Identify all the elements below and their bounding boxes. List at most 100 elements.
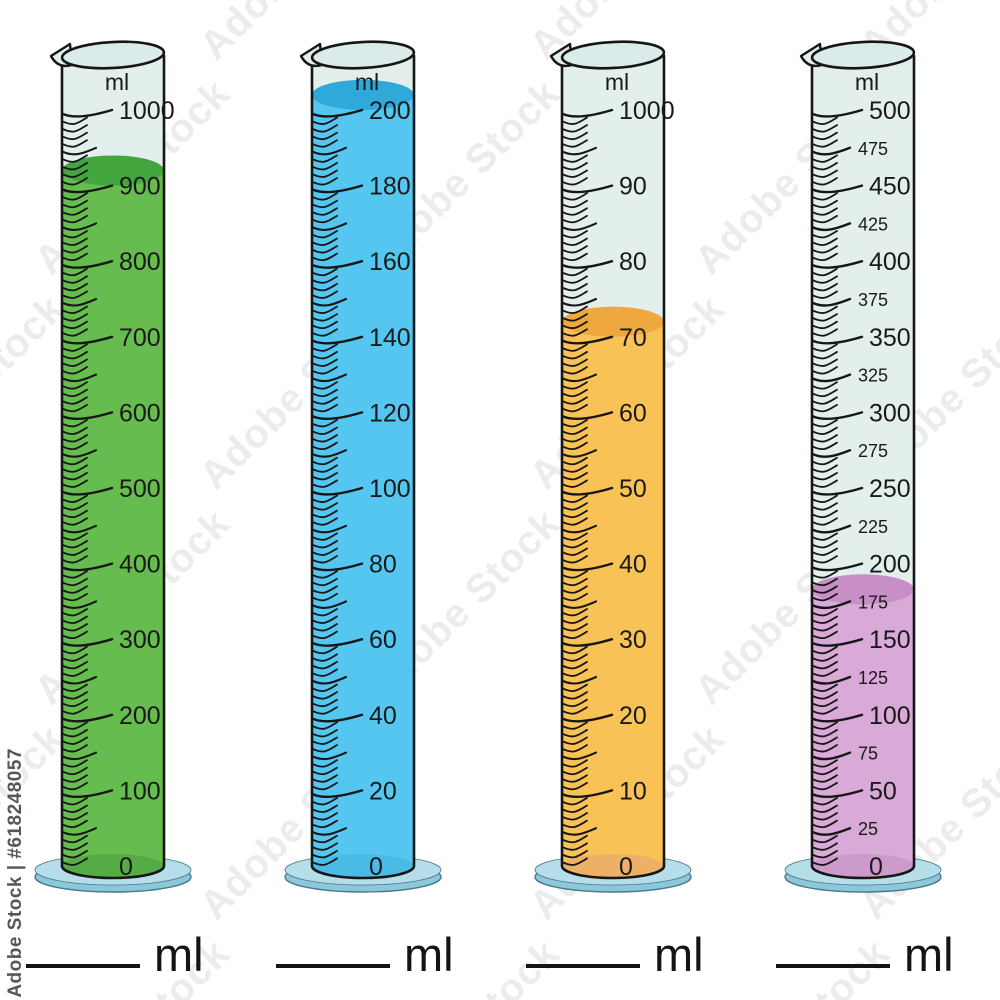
tick-mark (312, 320, 338, 330)
tick-mark (561, 335, 614, 345)
tick-mark (311, 297, 348, 307)
tick-mark (312, 456, 338, 466)
tick-mark (62, 532, 88, 541)
tick-mark (812, 509, 838, 519)
scale-label: 40 (369, 702, 397, 730)
tick-mark (562, 502, 588, 511)
tick-mark (812, 577, 838, 587)
tick-mark (61, 638, 114, 647)
tick-mark (61, 260, 114, 269)
liquid-fill (62, 170, 164, 879)
tick-mark (561, 297, 598, 307)
cylinder-unit-label: ml (855, 69, 879, 95)
tick-mark (562, 358, 588, 367)
tick-mark (62, 615, 88, 624)
tick-mark (62, 471, 88, 481)
tick-mark (312, 419, 338, 428)
tick-mark (62, 744, 88, 753)
tick-mark (812, 615, 838, 624)
tick-mark (61, 335, 114, 345)
scale-label: 500 (119, 475, 161, 503)
tick-mark (812, 426, 838, 435)
scale-label: 325 (858, 366, 888, 386)
scale-label: 200 (119, 702, 161, 730)
tick-mark (312, 766, 338, 776)
tick-mark (312, 351, 338, 360)
tick-mark (812, 403, 838, 413)
tick-mark (311, 827, 348, 836)
tick-mark (62, 252, 88, 262)
tick-mark (62, 237, 88, 246)
tick-mark (62, 320, 88, 330)
tick-mark (812, 781, 838, 791)
tick-mark (312, 471, 338, 481)
tick-mark (311, 373, 348, 383)
tick-mark (812, 252, 838, 262)
tick-mark (312, 434, 338, 443)
tick-mark (812, 313, 838, 322)
tick-mark (312, 774, 338, 783)
tick-mark (811, 146, 852, 156)
tick-mark (812, 282, 838, 292)
tick-mark (311, 789, 364, 799)
tick-mark (312, 116, 338, 125)
tick-mark (562, 169, 588, 178)
tick-mark (312, 464, 338, 473)
tick-mark (312, 169, 338, 178)
tick-mark (812, 774, 838, 783)
scale-label: 10 (619, 777, 647, 805)
tick-mark (811, 184, 864, 194)
tick-mark (562, 177, 588, 186)
tick-mark (562, 842, 588, 851)
tick-mark (312, 645, 338, 655)
tick-mark (62, 585, 88, 594)
scale-label: 600 (119, 399, 161, 427)
tick-mark (312, 592, 338, 602)
cylinder-rim (310, 40, 416, 70)
tick-mark (812, 305, 838, 314)
answer-unit-label: ml (404, 928, 454, 981)
tick-mark (562, 290, 588, 299)
scale-label: 475 (858, 139, 888, 159)
scale-label: 1000 (119, 97, 175, 125)
tick-mark (562, 781, 588, 791)
tick-mark (312, 502, 338, 511)
tick-mark (312, 381, 338, 390)
tick-mark (62, 721, 88, 730)
tick-mark (312, 131, 338, 141)
scale-label: 500 (869, 97, 911, 125)
tick-mark (62, 313, 88, 322)
tick-mark (812, 842, 838, 851)
tick-mark (311, 562, 364, 572)
glass-outline (310, 55, 416, 880)
tick-mark (562, 441, 588, 451)
scale-label: 450 (869, 173, 911, 201)
tick-mark (312, 608, 338, 617)
tick-mark (311, 713, 364, 723)
tick-mark (812, 471, 838, 481)
tick-mark (561, 789, 614, 799)
tick-mark (312, 154, 338, 163)
tick-mark (811, 600, 852, 610)
tick-mark (562, 668, 588, 677)
answer-blank-line (776, 964, 890, 968)
tick-mark (561, 449, 598, 458)
tick-mark (312, 540, 338, 549)
scale-label: 70 (619, 324, 647, 352)
tick-mark (812, 169, 838, 178)
liquid-bottom-surface (812, 854, 914, 878)
tick-mark (812, 207, 838, 216)
scale-label: 300 (119, 626, 161, 654)
tick-mark (61, 827, 98, 836)
tick-mark (811, 297, 852, 307)
tick-mark (812, 555, 838, 564)
tick-mark (62, 766, 88, 776)
scale-label: 40 (619, 551, 647, 579)
tick-mark (312, 849, 338, 859)
scale-label: 25 (858, 819, 878, 839)
tick-mark (812, 124, 838, 133)
scale-label: 300 (869, 399, 911, 427)
scale-label: 100 (369, 475, 411, 503)
tick-mark (562, 744, 588, 753)
tick-mark (61, 449, 98, 458)
